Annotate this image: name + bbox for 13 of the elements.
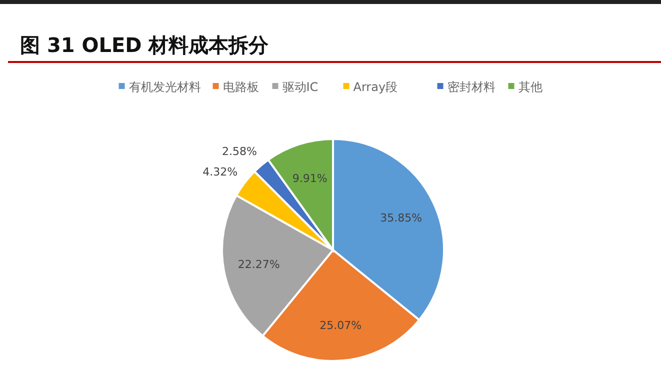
data-label: 22.27% [238, 258, 280, 271]
data-label: 4.32% [202, 165, 238, 178]
data-label: 35.85% [380, 212, 422, 225]
chart-title: 图 31 OLED 材料成本拆分 [20, 33, 270, 57]
data-label: 9.91% [292, 172, 328, 186]
legend-label: 密封材料 [447, 80, 496, 94]
data-label: 25.07% [320, 319, 362, 332]
legend-label: 有机发光材料 [128, 80, 201, 94]
data-label: 2.58% [222, 144, 257, 158]
legend-label: Array段 [353, 80, 398, 94]
legend-label: 驱动IC [282, 80, 318, 94]
legend-label: 电路板 [222, 80, 259, 94]
legend-label: 其他 [518, 80, 542, 94]
